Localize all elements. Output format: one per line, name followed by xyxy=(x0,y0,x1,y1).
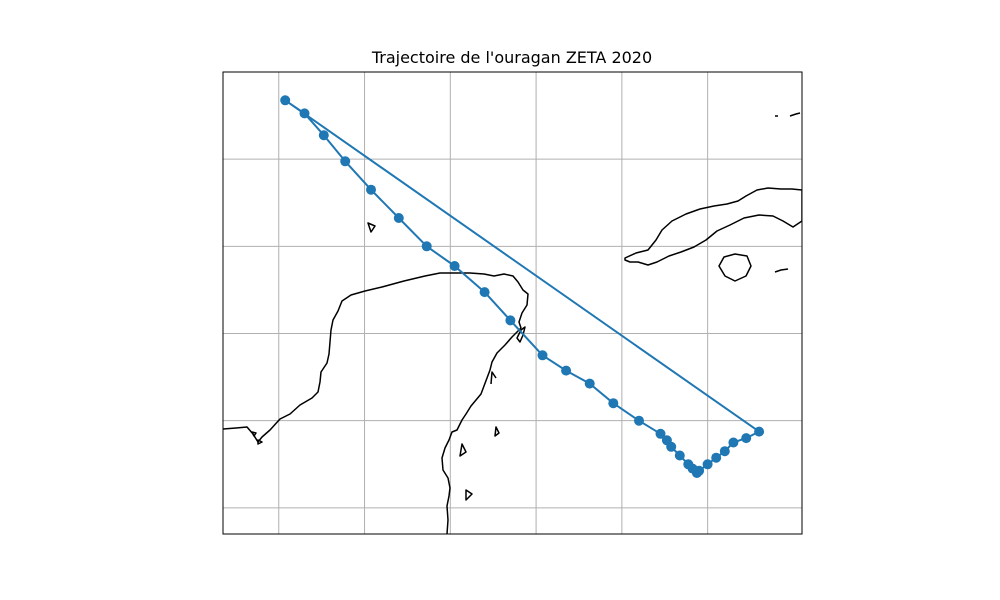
track-point xyxy=(719,446,730,457)
track-point xyxy=(711,452,722,463)
track-point xyxy=(674,450,685,461)
coastline-small-islands xyxy=(251,222,500,501)
coastline-mexico xyxy=(223,272,529,534)
track-point xyxy=(655,428,666,439)
track-point xyxy=(421,241,432,252)
track-point xyxy=(661,435,672,446)
hurricane-track xyxy=(280,95,765,478)
track-point xyxy=(634,415,644,426)
track-point xyxy=(280,95,291,106)
track-point xyxy=(537,350,548,361)
map-border xyxy=(222,71,803,535)
graticule xyxy=(223,72,802,534)
map-frame xyxy=(222,71,803,535)
track-point xyxy=(479,287,490,298)
track-point xyxy=(608,398,619,409)
track-point xyxy=(505,315,516,326)
map-title: Trajectoire de l'ouragan ZETA 2020 xyxy=(371,48,652,67)
track-point xyxy=(728,437,739,448)
track-point xyxy=(366,184,376,195)
track-point xyxy=(702,459,713,470)
track-point xyxy=(318,130,329,141)
track-point xyxy=(584,378,595,389)
track-point xyxy=(299,108,310,119)
coastline-isla-juventud xyxy=(718,253,752,282)
track-point xyxy=(754,426,765,437)
track-point xyxy=(393,213,404,223)
track-point xyxy=(683,459,694,470)
track-point xyxy=(340,156,351,167)
coastline-cayman-islands xyxy=(774,112,802,273)
coastline-cuba xyxy=(624,187,802,266)
track-line xyxy=(284,99,760,474)
track-point xyxy=(449,261,460,271)
coastlines xyxy=(223,112,802,534)
coastline-belize-cays xyxy=(490,371,497,385)
track-point xyxy=(741,433,752,444)
track-point xyxy=(561,365,572,376)
